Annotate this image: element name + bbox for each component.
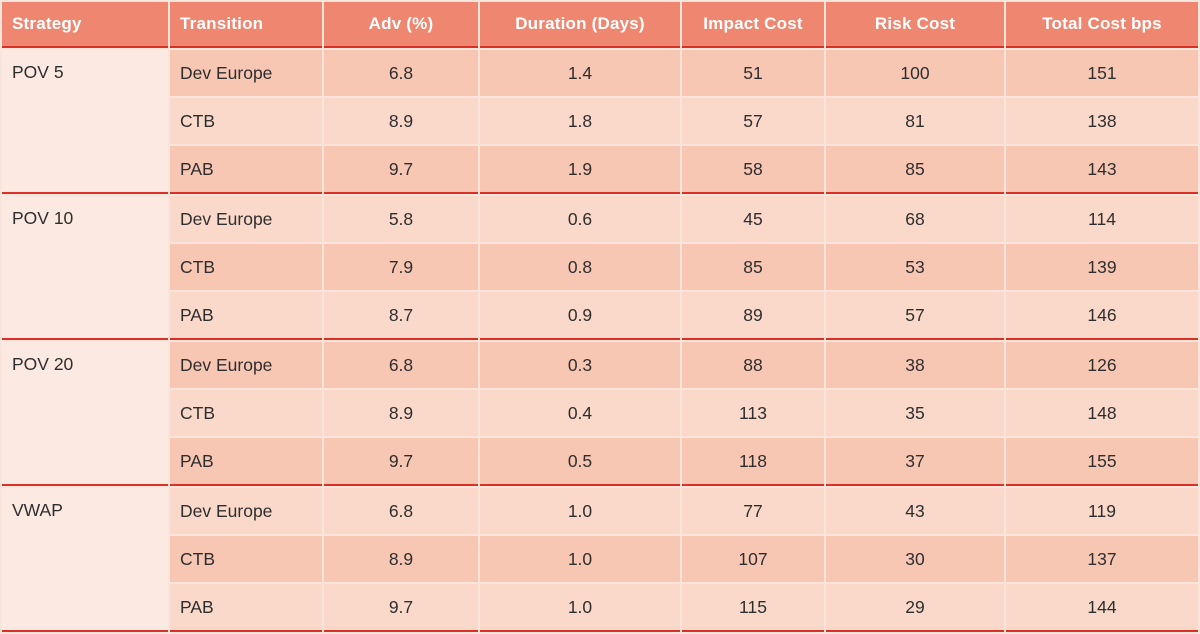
transition-cell: Dev Europe — [170, 342, 322, 388]
value-cell: 107 — [682, 536, 824, 582]
table-row: PAB 9.7 1.9 58 85 143 — [2, 146, 1198, 194]
value-cell: 45 — [682, 196, 824, 242]
value-cell: 138 — [1006, 98, 1198, 144]
table-row: CTB 7.9 0.8 85 53 139 — [2, 244, 1198, 290]
value-cell: 51 — [682, 50, 824, 96]
column-header-transition: Transition — [170, 2, 322, 48]
value-cell: 1.0 — [480, 536, 680, 582]
value-cell: 155 — [1006, 438, 1198, 486]
transition-cell: CTB — [170, 536, 322, 582]
value-cell: 35 — [826, 390, 1004, 436]
value-cell: 9.7 — [324, 584, 478, 632]
value-cell: 53 — [826, 244, 1004, 290]
strategy-cell: POV 20 — [2, 342, 168, 486]
header-row: Strategy Transition Adv (%) Duration (Da… — [2, 2, 1198, 48]
value-cell: 43 — [826, 488, 1004, 534]
value-cell: 9.7 — [324, 146, 478, 194]
value-cell: 85 — [826, 146, 1004, 194]
value-cell: 0.4 — [480, 390, 680, 436]
value-cell: 1.4 — [480, 50, 680, 96]
value-cell: 6.8 — [324, 342, 478, 388]
table-row: PAB 9.7 0.5 118 37 155 — [2, 438, 1198, 486]
value-cell: 57 — [682, 98, 824, 144]
table-row: POV 5 Dev Europe 6.8 1.4 51 100 151 — [2, 50, 1198, 194]
value-cell: 119 — [1006, 488, 1198, 534]
column-header-adv-pct: Adv (%) — [324, 2, 478, 48]
transition-cell: CTB — [170, 244, 322, 290]
value-cell: 89 — [682, 292, 824, 340]
value-cell: 0.9 — [480, 292, 680, 340]
value-cell: 81 — [826, 98, 1004, 144]
table-row: PAB 9.7 1.0 115 29 144 — [2, 584, 1198, 632]
value-cell: 37 — [826, 438, 1004, 486]
table-row: POV 20 Dev Europe 6.8 0.3 88 38 126 — [2, 342, 1198, 486]
value-cell: 77 — [682, 488, 824, 534]
value-cell: 9.7 — [324, 438, 478, 486]
column-header-risk-cost: Risk Cost — [826, 2, 1004, 48]
value-cell: 146 — [1006, 292, 1198, 340]
value-cell: 8.9 — [324, 390, 478, 436]
strategy-cell: POV 10 — [2, 196, 168, 340]
value-cell: 6.8 — [324, 488, 478, 534]
value-cell: 137 — [1006, 536, 1198, 582]
value-cell: 88 — [682, 342, 824, 388]
table-row: VWAP Dev Europe 6.8 1.0 77 43 119 — [2, 488, 1198, 632]
column-header-strategy: Strategy — [2, 2, 168, 48]
value-cell: 6.8 — [324, 50, 478, 96]
value-cell: 68 — [826, 196, 1004, 242]
transition-cell: Dev Europe — [170, 196, 322, 242]
transition-cell: PAB — [170, 292, 322, 340]
value-cell: 1.9 — [480, 146, 680, 194]
value-cell: 0.8 — [480, 244, 680, 290]
column-header-impact-cost: Impact Cost — [682, 2, 824, 48]
column-header-total-cost-bps: Total Cost bps — [1006, 2, 1198, 48]
transition-cell: CTB — [170, 98, 322, 144]
value-cell: 1.0 — [480, 584, 680, 632]
table-row: CTB 8.9 0.4 113 35 148 — [2, 390, 1198, 436]
value-cell: 144 — [1006, 584, 1198, 632]
value-cell: 100 — [826, 50, 1004, 96]
value-cell: 57 — [826, 292, 1004, 340]
value-cell: 30 — [826, 536, 1004, 582]
value-cell: 1.0 — [480, 488, 680, 534]
value-cell: 113 — [682, 390, 824, 436]
table-header: Strategy Transition Adv (%) Duration (Da… — [2, 2, 1198, 48]
table-body: POV 5 Dev Europe 6.8 1.4 51 100 151 CTB 8.9 1.8 57… — [2, 50, 1198, 632]
table-row: CTB 8.9 1.0 107 30 137 — [2, 536, 1198, 582]
value-cell: 115 — [682, 584, 824, 632]
table-row: POV 10 Dev Europe 5.8 0.6 45 68 114 — [2, 196, 1198, 340]
value-cell: 29 — [826, 584, 1004, 632]
value-cell: 1.8 — [480, 98, 680, 144]
table-row: PAB 8.7 0.9 89 57 146 — [2, 292, 1198, 340]
value-cell: 126 — [1006, 342, 1198, 388]
value-cell: 0.3 — [480, 342, 680, 388]
value-cell: 0.5 — [480, 438, 680, 486]
value-cell: 8.9 — [324, 98, 478, 144]
value-cell: 58 — [682, 146, 824, 194]
value-cell: 38 — [826, 342, 1004, 388]
value-cell: 7.9 — [324, 244, 478, 290]
column-header-duration-days: Duration (Days) — [480, 2, 680, 48]
value-cell: 151 — [1006, 50, 1198, 96]
value-cell: 5.8 — [324, 196, 478, 242]
table-row: CTB 8.9 1.8 57 81 138 — [2, 98, 1198, 144]
strategy-cell: VWAP — [2, 488, 168, 632]
transition-cell: Dev Europe — [170, 50, 322, 96]
value-cell: 114 — [1006, 196, 1198, 242]
value-cell: 8.7 — [324, 292, 478, 340]
value-cell: 139 — [1006, 244, 1198, 290]
value-cell: 143 — [1006, 146, 1198, 194]
value-cell: 148 — [1006, 390, 1198, 436]
transition-cell: Dev Europe — [170, 488, 322, 534]
transition-cell: PAB — [170, 146, 322, 194]
value-cell: 118 — [682, 438, 824, 486]
strategy-cell: POV 5 — [2, 50, 168, 194]
value-cell: 85 — [682, 244, 824, 290]
transition-cell: PAB — [170, 438, 322, 486]
value-cell: 8.9 — [324, 536, 478, 582]
value-cell: 0.6 — [480, 196, 680, 242]
transition-cell: CTB — [170, 390, 322, 436]
transition-cell: PAB — [170, 584, 322, 632]
